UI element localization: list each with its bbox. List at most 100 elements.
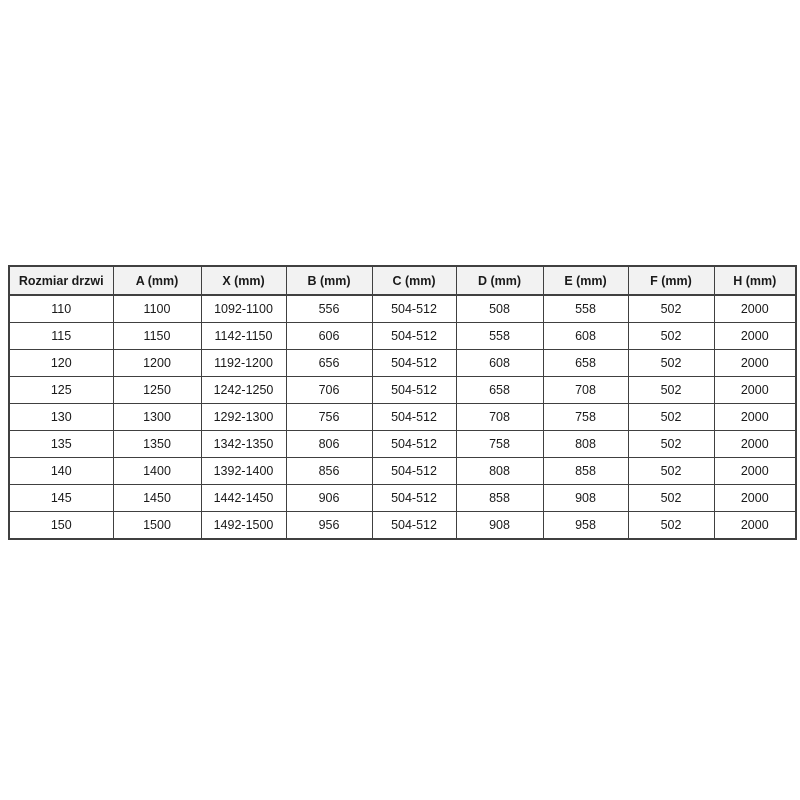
column-header: H (mm) bbox=[713, 265, 797, 296]
table-cell: 1092-1100 bbox=[200, 294, 287, 323]
table-cell: 502 bbox=[627, 430, 715, 458]
table-cell: 1492-1500 bbox=[200, 511, 287, 540]
table-cell: 958 bbox=[542, 511, 629, 540]
table-cell: 1400 bbox=[112, 457, 202, 485]
table-cell: 502 bbox=[627, 294, 715, 323]
table-cell: 504-512 bbox=[371, 484, 457, 512]
table-cell: 1300 bbox=[112, 403, 202, 431]
table-row: 110 1100 1092-1100 556 504-512 508 558 502 2000 bbox=[8, 294, 797, 323]
table-cell: 502 bbox=[627, 349, 715, 377]
table-cell: 2000 bbox=[713, 294, 797, 323]
table-cell: 2000 bbox=[713, 457, 797, 485]
table-body: 110 1100 1092-1100 556 504-512 508 558 502 2000 1… bbox=[8, 294, 797, 540]
table-cell: 758 bbox=[455, 430, 544, 458]
table-cell: 906 bbox=[285, 484, 373, 512]
table-cell: 508 bbox=[455, 294, 544, 323]
table-cell: 856 bbox=[285, 457, 373, 485]
table-cell: 1200 bbox=[112, 349, 202, 377]
table-cell: 140 bbox=[8, 457, 114, 485]
table-cell: 1150 bbox=[112, 322, 202, 350]
table-cell: 708 bbox=[542, 376, 629, 404]
table-cell: 1342-1350 bbox=[200, 430, 287, 458]
table-cell: 502 bbox=[627, 376, 715, 404]
table-row: 120 1200 1192-1200 656 504-512 608 658 502 2000 bbox=[8, 349, 797, 377]
table-cell: 908 bbox=[455, 511, 544, 540]
table-cell: 502 bbox=[627, 322, 715, 350]
table-cell: 120 bbox=[8, 349, 114, 377]
table-cell: 110 bbox=[8, 294, 114, 323]
door-size-table: Rozmiar drzwi A (mm) X (mm) B (mm) C (mm) D (… bbox=[8, 265, 797, 540]
column-header: E (mm) bbox=[542, 265, 629, 296]
table-row: 140 1400 1392-1400 856 504-512 808 858 502 2000 bbox=[8, 457, 797, 485]
door-size-table-container: Rozmiar drzwi A (mm) X (mm) B (mm) C (mm) D (… bbox=[8, 265, 797, 540]
table-cell: 502 bbox=[627, 511, 715, 540]
table-cell: 908 bbox=[542, 484, 629, 512]
column-header: F (mm) bbox=[627, 265, 715, 296]
table-cell: 504-512 bbox=[371, 457, 457, 485]
table-cell: 656 bbox=[285, 349, 373, 377]
table-cell: 1450 bbox=[112, 484, 202, 512]
table-cell: 145 bbox=[8, 484, 114, 512]
table-cell: 504-512 bbox=[371, 430, 457, 458]
table-cell: 708 bbox=[455, 403, 544, 431]
table-cell: 504-512 bbox=[371, 403, 457, 431]
header-row: Rozmiar drzwi A (mm) X (mm) B (mm) C (mm) D (… bbox=[8, 265, 797, 296]
table-cell: 115 bbox=[8, 322, 114, 350]
table-cell: 808 bbox=[455, 457, 544, 485]
table-cell: 608 bbox=[455, 349, 544, 377]
table-row: 115 1150 1142-1150 606 504-512 558 608 502 2000 bbox=[8, 322, 797, 350]
table-cell: 502 bbox=[627, 403, 715, 431]
table-cell: 806 bbox=[285, 430, 373, 458]
table-cell: 504-512 bbox=[371, 376, 457, 404]
column-header: D (mm) bbox=[455, 265, 544, 296]
table-cell: 706 bbox=[285, 376, 373, 404]
table-cell: 504-512 bbox=[371, 322, 457, 350]
table-cell: 2000 bbox=[713, 484, 797, 512]
table-row: 130 1300 1292-1300 756 504-512 708 758 502 2000 bbox=[8, 403, 797, 431]
table-cell: 130 bbox=[8, 403, 114, 431]
table-cell: 504-512 bbox=[371, 294, 457, 323]
table-cell: 758 bbox=[542, 403, 629, 431]
column-header: X (mm) bbox=[200, 265, 287, 296]
table-cell: 2000 bbox=[713, 376, 797, 404]
column-header: B (mm) bbox=[285, 265, 373, 296]
table-cell: 1442-1450 bbox=[200, 484, 287, 512]
table-cell: 1500 bbox=[112, 511, 202, 540]
table-cell: 1100 bbox=[112, 294, 202, 323]
table-cell: 608 bbox=[542, 322, 629, 350]
table-row: 150 1500 1492-1500 956 504-512 908 958 502 2000 bbox=[8, 511, 797, 540]
table-cell: 1292-1300 bbox=[200, 403, 287, 431]
table-cell: 150 bbox=[8, 511, 114, 540]
table-row: 145 1450 1442-1450 906 504-512 858 908 502 2000 bbox=[8, 484, 797, 512]
table-cell: 2000 bbox=[713, 430, 797, 458]
table-cell: 606 bbox=[285, 322, 373, 350]
table-cell: 135 bbox=[8, 430, 114, 458]
table-cell: 502 bbox=[627, 457, 715, 485]
column-header: Rozmiar drzwi bbox=[8, 265, 114, 296]
table-cell: 556 bbox=[285, 294, 373, 323]
table-cell: 858 bbox=[542, 457, 629, 485]
table-header: Rozmiar drzwi A (mm) X (mm) B (mm) C (mm) D (… bbox=[8, 265, 797, 296]
table-cell: 1350 bbox=[112, 430, 202, 458]
table-cell: 1192-1200 bbox=[200, 349, 287, 377]
table-cell: 808 bbox=[542, 430, 629, 458]
table-row: 135 1350 1342-1350 806 504-512 758 808 502 2000 bbox=[8, 430, 797, 458]
table-cell: 658 bbox=[455, 376, 544, 404]
table-cell: 558 bbox=[542, 294, 629, 323]
table-cell: 956 bbox=[285, 511, 373, 540]
table-cell: 504-512 bbox=[371, 349, 457, 377]
table-row: 125 1250 1242-1250 706 504-512 658 708 502 2000 bbox=[8, 376, 797, 404]
table-cell: 125 bbox=[8, 376, 114, 404]
table-cell: 2000 bbox=[713, 511, 797, 540]
table-cell: 658 bbox=[542, 349, 629, 377]
table-cell: 1392-1400 bbox=[200, 457, 287, 485]
column-header: A (mm) bbox=[112, 265, 202, 296]
table-cell: 1142-1150 bbox=[200, 322, 287, 350]
table-cell: 2000 bbox=[713, 403, 797, 431]
table-cell: 858 bbox=[455, 484, 544, 512]
table-cell: 1242-1250 bbox=[200, 376, 287, 404]
table-cell: 502 bbox=[627, 484, 715, 512]
table-cell: 504-512 bbox=[371, 511, 457, 540]
column-header: C (mm) bbox=[371, 265, 457, 296]
